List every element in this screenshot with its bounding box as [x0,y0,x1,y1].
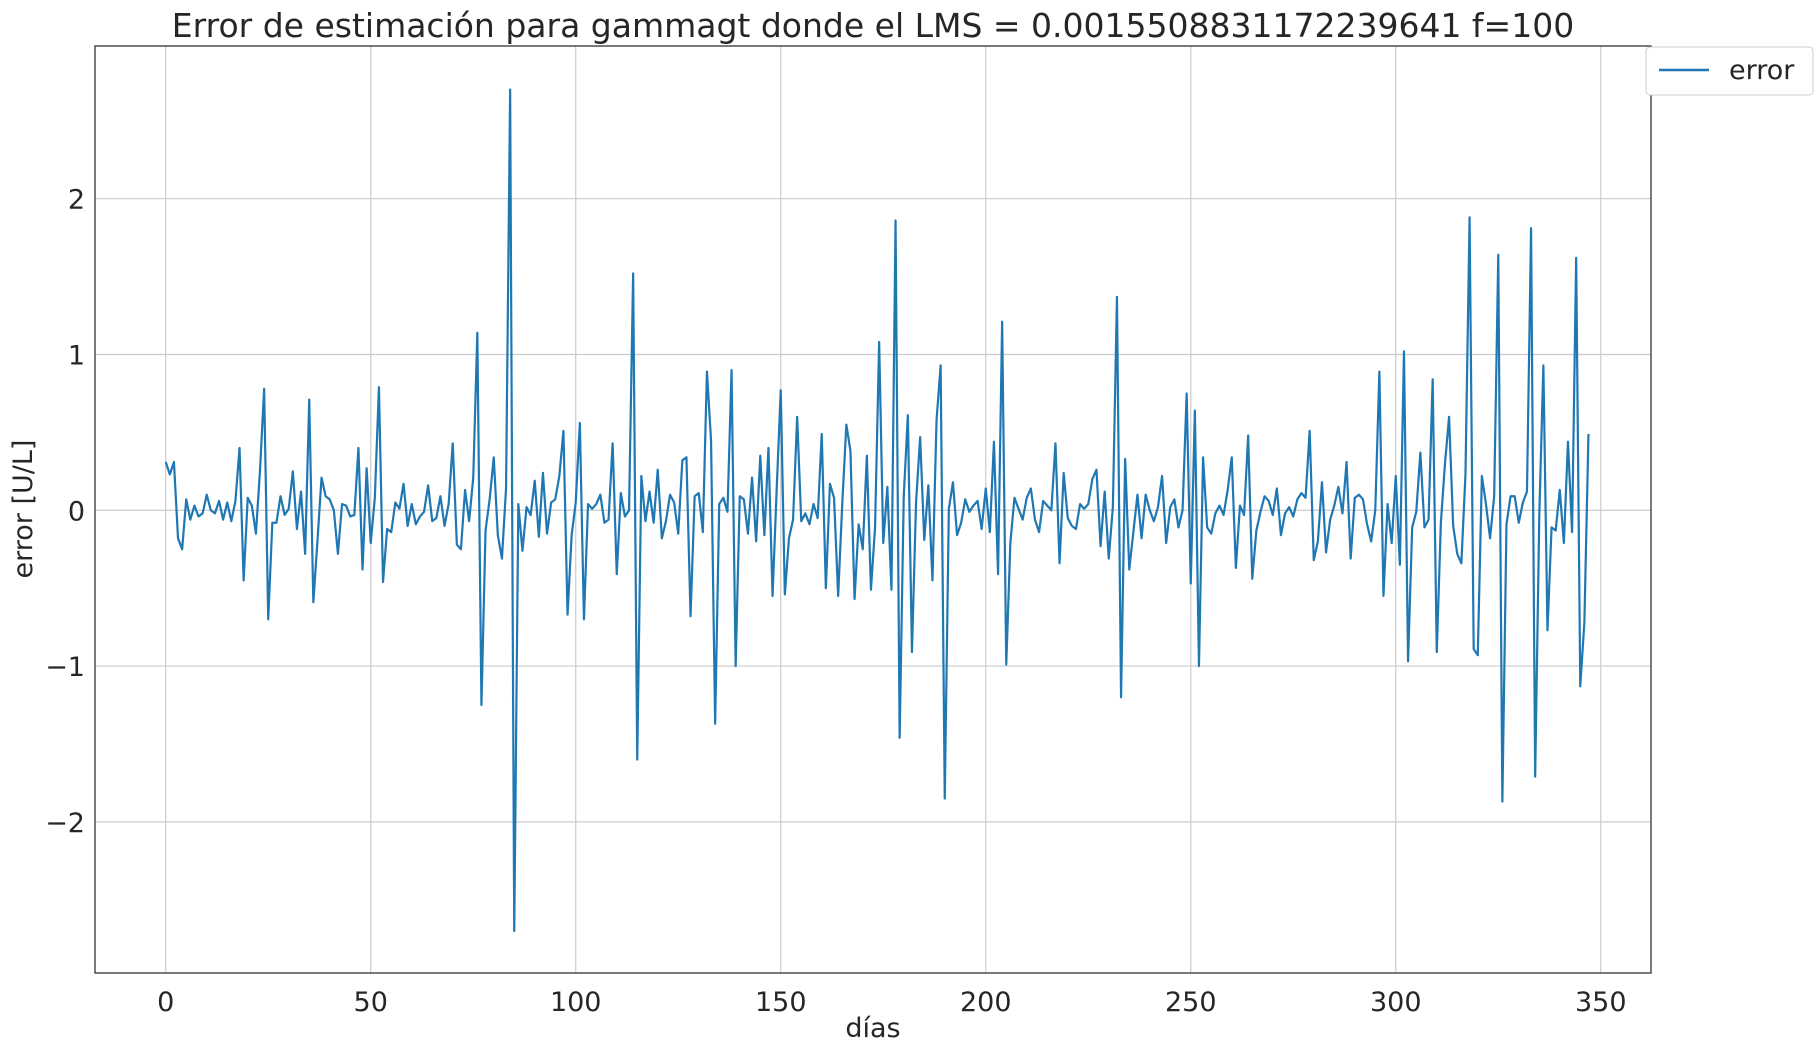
y-tick-labels: −2 −1 0 1 2 [45,185,85,839]
legend-label-error: error [1729,55,1795,86]
x-tick-label: 150 [755,987,807,1018]
x-tick-label: 100 [550,987,602,1018]
y-tick-label: 0 [68,496,85,527]
series-line-error [164,88,1590,933]
legend: error [1645,46,1814,96]
x-tick-label: 0 [157,987,174,1018]
y-tick-label: −1 [45,652,85,683]
chart-title: Error de estimación para gammagt donde e… [172,6,1574,45]
x-axis-label: días [845,1013,900,1044]
y-tick-label: −2 [45,808,85,839]
x-tick-label: 200 [960,987,1012,1018]
y-tick-label: 1 [68,340,85,371]
x-tick-label: 350 [1575,987,1627,1018]
plot-frame [94,45,1652,974]
legend-frame [1645,46,1814,96]
x-tick-label: 300 [1370,987,1422,1018]
y-tick-label: 2 [68,185,85,216]
x-tick-label: 50 [354,987,388,1018]
series-layer [164,88,1590,933]
x-tick-labels: 0 50 100 150 200 250 300 350 [157,987,1626,1018]
y-axis-label: error [U/L] [8,440,39,579]
x-tick-label: 250 [1165,987,1217,1018]
